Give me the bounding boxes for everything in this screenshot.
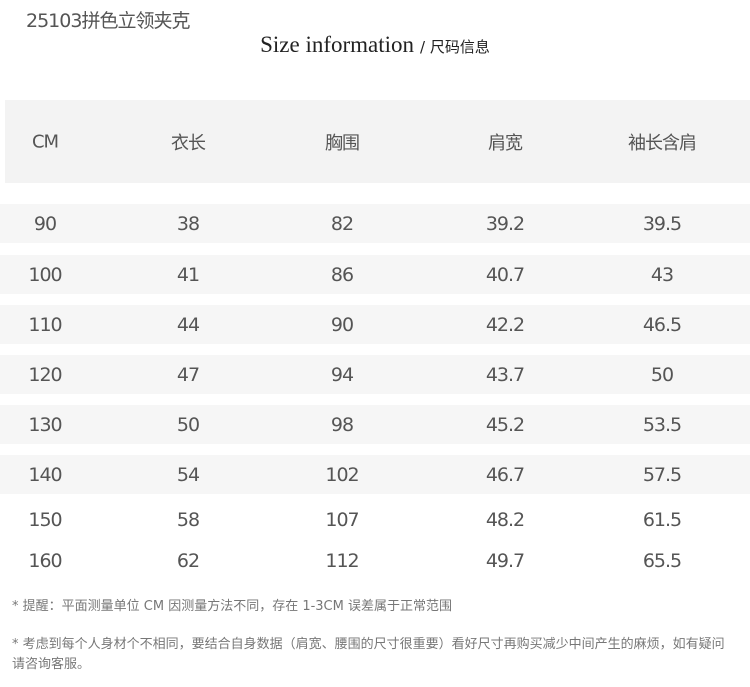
table-row: 90 38 82 39.2 39.5 [0,204,750,243]
table-cell: 120 [28,363,62,386]
table-cell: 102 [325,463,359,486]
table-row: 130 50 98 45.2 53.5 [0,405,750,444]
table-cell: 130 [28,413,62,436]
table-cell: 42.2 [485,313,525,336]
note-advice: * 考虑到每个人身材个不相同，要结合自身数据（肩宽、腰围的尺寸很重要）看好尺寸再… [12,637,725,672]
table-cell: 150 [28,508,62,531]
table-cell: 38 [176,212,200,235]
table-cell: 54 [176,463,200,486]
table-cell: 46.5 [642,313,682,336]
table-cell: 39.2 [485,212,525,235]
table-cell: 47 [176,363,200,386]
note-measurement: * 提醒：平面测量单位 CM 因测量方法不同，存在 1-3CM 误差属于正常范围 [12,599,452,614]
table-cell: 41 [176,263,200,286]
column-header: 肩宽 [488,132,523,154]
column-header: 胸围 [325,132,360,154]
table-cell: 40.7 [485,263,525,286]
heading-english: Size information [260,32,415,57]
table-cell: 90 [330,313,354,336]
column-header: CM [31,131,59,152]
table-cell: 50 [650,363,674,386]
table-cell: 90 [33,212,57,235]
table-cell: 50 [176,413,200,436]
table-cell: 57.5 [642,463,682,486]
table-row: 160 62 112 49.7 65.5 [0,541,750,580]
table-row: 120 47 94 43.7 50 [0,355,750,394]
table-cell: 39.5 [642,212,682,235]
product-title: 25103拼色立领夹克 [26,10,190,32]
heading-chinese: / 尺码信息 [420,38,490,56]
table-cell: 46.7 [485,463,525,486]
table-cell: 49.7 [485,549,525,572]
table-cell: 160 [28,549,62,572]
table-header: CM 衣长 胸围 肩宽 袖长含肩 [5,100,750,183]
table-cell: 94 [330,363,354,386]
table-cell: 43 [650,263,674,286]
column-header: 袖长含肩 [628,132,697,154]
table-cell: 43.7 [485,363,525,386]
table-row: 100 41 86 40.7 43 [0,255,750,294]
table-cell: 112 [325,549,359,572]
table-cell: 140 [28,463,62,486]
table-cell: 98 [330,413,354,436]
table-cell: 65.5 [642,549,682,572]
table-cell: 100 [28,263,62,286]
table-cell: 107 [325,508,359,531]
column-header: 衣长 [171,132,206,154]
table-row: 150 58 107 48.2 61.5 [0,500,750,539]
table-cell: 82 [330,212,354,235]
section-heading: Size information / 尺码信息 [0,32,750,58]
table-cell: 62 [176,549,200,572]
table-cell: 86 [330,263,354,286]
table-cell: 110 [28,313,62,336]
table-cell: 61.5 [642,508,682,531]
table-row: 110 44 90 42.2 46.5 [0,305,750,344]
table-cell: 45.2 [485,413,525,436]
table-cell: 44 [176,313,200,336]
table-row: 140 54 102 46.7 57.5 [0,455,750,494]
table-cell: 58 [176,508,200,531]
table-cell: 48.2 [485,508,525,531]
table-cell: 53.5 [642,413,682,436]
